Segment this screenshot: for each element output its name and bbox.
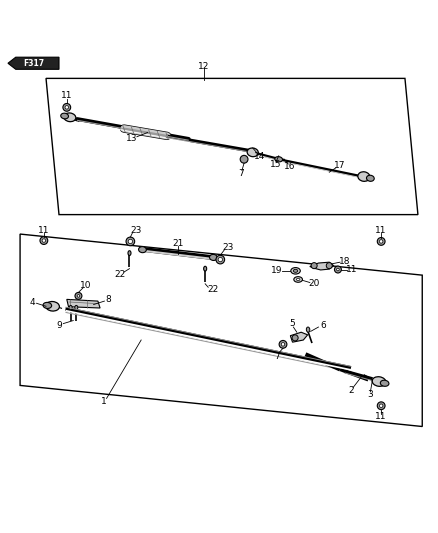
Ellipse shape — [138, 247, 146, 253]
Ellipse shape — [275, 157, 283, 162]
Text: 22: 22 — [207, 285, 218, 294]
Text: 15: 15 — [269, 160, 281, 169]
Ellipse shape — [306, 327, 310, 332]
Ellipse shape — [46, 302, 60, 311]
Text: F317: F317 — [23, 59, 45, 68]
Text: 11: 11 — [375, 226, 387, 235]
Ellipse shape — [204, 266, 207, 271]
Circle shape — [326, 263, 332, 269]
Ellipse shape — [64, 113, 76, 122]
Text: 9: 9 — [56, 321, 62, 330]
Text: 16: 16 — [284, 161, 296, 171]
Circle shape — [77, 295, 80, 297]
Text: 4: 4 — [29, 298, 35, 307]
Ellipse shape — [293, 269, 298, 272]
Circle shape — [292, 335, 298, 341]
Text: 7: 7 — [274, 352, 280, 360]
Ellipse shape — [69, 305, 72, 310]
Circle shape — [311, 263, 317, 269]
Polygon shape — [67, 300, 100, 308]
Polygon shape — [310, 262, 334, 270]
Ellipse shape — [291, 268, 300, 274]
Ellipse shape — [358, 172, 370, 181]
Text: 7: 7 — [238, 169, 244, 178]
Ellipse shape — [372, 377, 386, 386]
Circle shape — [240, 155, 248, 163]
Text: 6: 6 — [320, 321, 326, 330]
Circle shape — [379, 404, 383, 407]
Ellipse shape — [380, 380, 389, 386]
Text: 22: 22 — [114, 270, 125, 279]
Circle shape — [281, 343, 285, 346]
Circle shape — [379, 240, 383, 243]
Text: 11: 11 — [61, 91, 73, 100]
Text: 10: 10 — [80, 281, 91, 290]
Circle shape — [377, 402, 385, 410]
Text: 20: 20 — [308, 279, 320, 288]
Ellipse shape — [209, 254, 217, 261]
Text: 23: 23 — [130, 225, 141, 235]
Circle shape — [75, 293, 82, 300]
Text: 21: 21 — [172, 239, 184, 248]
Text: 17: 17 — [334, 161, 346, 170]
Circle shape — [377, 238, 385, 245]
Circle shape — [65, 106, 68, 109]
Text: 11: 11 — [346, 265, 357, 274]
Text: 12: 12 — [198, 62, 209, 71]
Ellipse shape — [247, 148, 258, 157]
Circle shape — [216, 255, 225, 264]
Text: 18: 18 — [339, 257, 350, 266]
Text: 19: 19 — [271, 266, 283, 276]
Ellipse shape — [294, 277, 303, 282]
Circle shape — [42, 239, 46, 243]
Circle shape — [337, 268, 339, 271]
Text: 23: 23 — [223, 243, 234, 252]
Text: 11: 11 — [38, 225, 49, 235]
Polygon shape — [8, 57, 59, 69]
Ellipse shape — [367, 175, 374, 181]
Circle shape — [218, 257, 223, 262]
Ellipse shape — [297, 278, 300, 280]
Ellipse shape — [75, 305, 78, 310]
Circle shape — [63, 103, 71, 111]
Text: 14: 14 — [254, 152, 266, 161]
Circle shape — [279, 341, 287, 348]
Text: 5: 5 — [290, 319, 295, 328]
Text: 2: 2 — [349, 386, 354, 395]
Text: 8: 8 — [106, 295, 111, 304]
Text: 3: 3 — [367, 391, 373, 399]
Polygon shape — [290, 332, 307, 342]
Ellipse shape — [43, 302, 52, 309]
Text: 1: 1 — [101, 398, 107, 406]
Ellipse shape — [61, 113, 68, 119]
Circle shape — [128, 239, 133, 244]
Circle shape — [335, 266, 341, 273]
Circle shape — [40, 237, 48, 245]
Ellipse shape — [128, 251, 131, 255]
Text: 11: 11 — [375, 412, 387, 421]
Circle shape — [126, 237, 134, 246]
Text: 13: 13 — [126, 134, 138, 143]
